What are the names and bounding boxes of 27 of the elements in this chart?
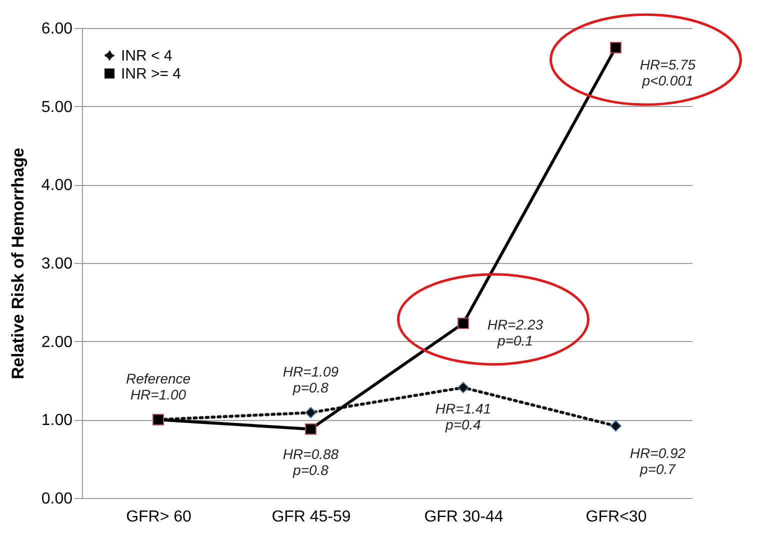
y-tick-label: 5.00 bbox=[41, 98, 73, 116]
point bbox=[305, 423, 316, 435]
legend-label: INR < 4 bbox=[121, 48, 172, 64]
point bbox=[458, 382, 469, 394]
y-tick-label: 3.00 bbox=[41, 256, 73, 272]
y-tick-label: 6.00 bbox=[41, 20, 73, 38]
point bbox=[610, 420, 622, 432]
y-axis-title: Relative Risk of Hemorrhage bbox=[8, 148, 28, 380]
annotation: HR=1.09 p=0.8 bbox=[282, 364, 339, 396]
point bbox=[458, 318, 469, 330]
annotation: HR=0.88 p=0.8 bbox=[282, 446, 339, 478]
annotation: HR=0.92 p=0.7 bbox=[630, 444, 686, 477]
legend-label: INR >= 4 bbox=[121, 66, 182, 82]
x-tick-label: GFR<30 bbox=[586, 508, 647, 526]
annotation: HR=5.75 p<0.001 bbox=[640, 56, 696, 89]
y-tick-label: 0.00 bbox=[41, 490, 73, 508]
x-tick-label: GFR 45-59 bbox=[272, 508, 351, 526]
annotation: HR=1.41 p=0.4 bbox=[435, 400, 492, 433]
annotation: Reference HR=1.00 bbox=[126, 370, 191, 403]
annotation: HR=2.23 p=0.1 bbox=[487, 316, 544, 348]
point bbox=[610, 42, 622, 54]
x-tick-label: GFR> 60 bbox=[126, 508, 192, 526]
x-tick-label: GFR 30-44 bbox=[424, 508, 504, 526]
y-tick-label: 1.00 bbox=[41, 412, 73, 430]
y-tick-label: 4.00 bbox=[41, 177, 73, 194]
point bbox=[305, 406, 316, 418]
y-tick-label: 2.00 bbox=[41, 334, 73, 351]
